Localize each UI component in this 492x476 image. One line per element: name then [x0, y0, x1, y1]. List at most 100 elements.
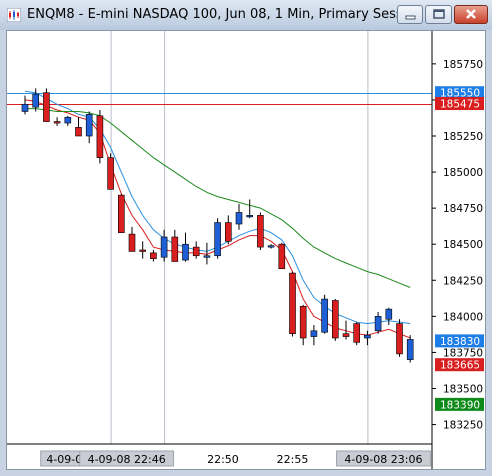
time-axis-label: 22:55 [277, 453, 309, 466]
candle-body [43, 92, 50, 122]
close-button[interactable] [454, 5, 488, 24]
candle[interactable] [331, 299, 339, 341]
candle-body [257, 215, 264, 248]
candle[interactable] [289, 271, 296, 337]
candle[interactable] [299, 304, 307, 346]
candle[interactable] [32, 88, 40, 112]
price-tick-label: 185000 [443, 167, 483, 179]
candle[interactable] [160, 229, 168, 262]
candle-body [139, 249, 146, 252]
candle-body [32, 93, 40, 108]
candle-body [374, 316, 382, 332]
candle[interactable] [21, 95, 29, 115]
candle-body [396, 323, 403, 355]
candle[interactable] [374, 312, 382, 334]
candle[interactable] [107, 153, 114, 190]
price-label-background [435, 97, 484, 111]
candle-body [150, 252, 157, 259]
candle[interactable] [267, 244, 275, 249]
candle-body [192, 246, 200, 257]
candle[interactable] [385, 307, 393, 326]
candle[interactable] [235, 203, 243, 230]
candle[interactable] [257, 212, 264, 250]
time-label-text: 4-09-08 23:06 [344, 453, 422, 466]
candle-body [331, 300, 339, 339]
time-label-box [79, 450, 175, 467]
price-chart[interactable]: 1857501855001852501850001847501845001842… [7, 31, 485, 469]
candle[interactable] [406, 335, 414, 363]
candle-body [128, 233, 136, 252]
candle-body [96, 115, 104, 158]
candle[interactable] [182, 232, 189, 262]
candle[interactable] [246, 199, 253, 219]
candle[interactable] [203, 242, 211, 265]
candle[interactable] [53, 117, 61, 126]
chart-area[interactable]: 1857501855001852501850001847501845001842… [6, 30, 486, 470]
title-bar[interactable]: ENQM8 - E-mini NASDAQ 100, Jun 08, 1 Min… [0, 0, 492, 30]
candle-body [118, 194, 125, 233]
minimize-button[interactable] [397, 5, 423, 24]
candle-body [364, 334, 371, 339]
candle[interactable] [64, 115, 72, 126]
candle-body [107, 157, 114, 190]
candle-body [160, 236, 168, 258]
candle-body [75, 127, 82, 137]
time-axis-label: 4-09-08 23:06 [336, 450, 431, 467]
candle[interactable] [225, 215, 232, 245]
price-label-box[interactable]: 183665 [435, 358, 484, 372]
candle[interactable] [139, 241, 146, 259]
candle[interactable] [96, 110, 104, 164]
price-tick-label: 184750 [443, 203, 483, 215]
candle-body [278, 243, 286, 270]
price-label-text: 183390 [440, 399, 480, 411]
price-label-box[interactable]: 185550 [435, 86, 484, 100]
price-label-text: 185550 [440, 88, 480, 100]
price-tick-label: 184250 [443, 275, 483, 287]
candle[interactable] [278, 242, 286, 270]
candle[interactable] [128, 226, 136, 252]
time-label-text: 22:55 [277, 453, 309, 466]
time-label-text: 4-09-08 [46, 453, 89, 466]
price-label-box[interactable]: 185475 [435, 97, 484, 111]
time-axis-label: 22:50 [207, 453, 239, 466]
candle[interactable] [321, 294, 328, 334]
candle-body [235, 212, 243, 225]
candle[interactable] [75, 117, 82, 137]
candle[interactable] [364, 330, 371, 346]
candle[interactable] [171, 229, 179, 262]
candle-body [289, 272, 296, 334]
price-label-box[interactable]: 183390 [435, 397, 484, 412]
candle[interactable] [43, 88, 50, 122]
candle-body [225, 222, 232, 242]
window-title: ENQM8 - E-mini NASDAQ 100, Jun 08, 1 Min… [27, 7, 423, 22]
candle-body [214, 222, 221, 257]
candle[interactable] [214, 218, 221, 259]
candle-body [353, 323, 361, 343]
candle-body [321, 298, 328, 333]
candle[interactable] [353, 322, 361, 346]
price-tick-label: 185250 [443, 131, 483, 143]
maximize-button[interactable] [425, 5, 452, 24]
candle-body [53, 121, 61, 124]
price-label-box[interactable]: 183830 [435, 334, 484, 348]
price-label-background [435, 358, 484, 372]
candle-body [21, 103, 29, 112]
chart-app-icon[interactable] [7, 8, 21, 22]
candle-body [203, 255, 211, 258]
candle[interactable] [342, 320, 350, 340]
candle-body [182, 243, 189, 261]
price-tick-label: 184000 [443, 311, 483, 323]
candle-body [406, 339, 414, 360]
price-label-background [435, 334, 484, 348]
candle[interactable] [396, 319, 403, 357]
candle[interactable] [150, 249, 157, 262]
candle-body [267, 245, 275, 248]
candle[interactable] [192, 241, 200, 259]
time-label-text: 4-09-08 22:46 [88, 453, 166, 466]
candle[interactable] [85, 111, 93, 144]
price-label-text: 185475 [440, 99, 480, 111]
candle[interactable] [118, 193, 125, 233]
minimize-icon [405, 15, 416, 20]
candle[interactable] [310, 325, 318, 346]
